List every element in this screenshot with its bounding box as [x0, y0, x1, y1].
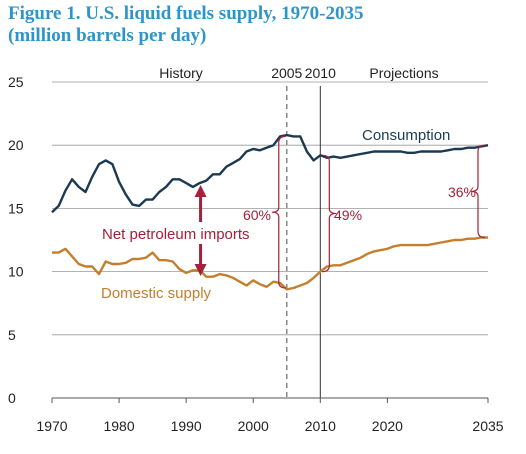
history-label: History [159, 65, 203, 81]
projections-label: Projections [369, 65, 438, 81]
y-tick-label-25: 25 [8, 74, 24, 90]
pct-label-2035: 36% [448, 184, 476, 200]
consumption-label: Consumption [362, 127, 450, 144]
series-lines [51, 133, 489, 291]
marker-label-2005: 2005 [271, 65, 302, 81]
series-line-consumption [51, 133, 489, 214]
x-tick-label-1990: 1990 [171, 418, 202, 434]
y-tick-label-5: 5 [8, 327, 16, 343]
chart-title: Figure 1. U.S. liquid fuels supply, 1970… [8, 3, 363, 47]
annotations: Consumption Domestic supply Net petroleum … [101, 127, 486, 302]
pct-label-2010: 49% [334, 207, 362, 223]
domestic-supply-label: Domestic supply [101, 285, 212, 302]
x-tick-label-1980: 1980 [103, 418, 134, 434]
marker-label-2010: 2010 [305, 65, 336, 81]
pct-label-2005: 60% [243, 207, 271, 223]
net-imports-label: Net petroleum imports [102, 226, 250, 243]
title-line-2: (million barrels per day) [8, 25, 207, 46]
x-tick-label-2035: 2035 [472, 418, 503, 434]
title-line-1: Figure 1. U.S. liquid fuels supply, 1970… [8, 3, 364, 24]
y-tick-label-10: 10 [8, 264, 24, 280]
y-tick-label-15: 15 [8, 200, 24, 216]
gridlines [52, 81, 488, 336]
brace-2005 [271, 135, 286, 289]
series-line-domestic-supply [52, 236, 488, 291]
x-tick-label-2010: 2010 [305, 418, 336, 434]
x-tick-label-2020: 2020 [372, 418, 403, 434]
x-tick-label-1970: 1970 [36, 418, 67, 434]
brace-2035 [470, 144, 486, 239]
year-markers: 2005 2010 History Projections [159, 65, 439, 398]
x-tick-label-2000: 2000 [238, 418, 269, 434]
y-tick-label-0: 0 [8, 390, 16, 406]
y-tick-label-20: 20 [8, 137, 24, 153]
axes: 0 5 10 15 20 25 1970 1980 1990 2000 2010 2020 2035 [8, 74, 504, 434]
